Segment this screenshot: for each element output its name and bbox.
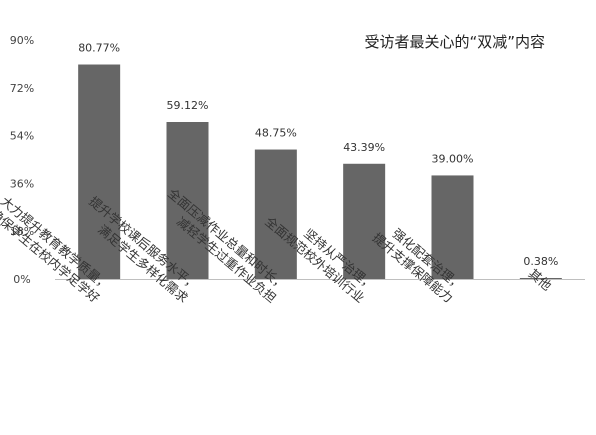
- bar: [254, 149, 297, 279]
- y-tick-label: 54%: [10, 130, 34, 143]
- bar: [166, 122, 209, 279]
- y-tick-label: 90%: [10, 34, 34, 47]
- data-label: 43.39%: [343, 141, 385, 154]
- chart-title: 受访者最关心的“双减”内容: [364, 33, 545, 51]
- bar-series: [78, 64, 562, 280]
- y-tick-label: 72%: [10, 82, 34, 95]
- data-label: 48.75%: [255, 127, 297, 140]
- y-tick-label: 18%: [10, 225, 34, 238]
- data-label: 59.12%: [167, 99, 209, 112]
- data-label: 80.77%: [78, 42, 120, 55]
- bar: [431, 175, 474, 279]
- data-label: 0.38%: [523, 255, 558, 268]
- bar: [78, 64, 121, 280]
- data-label: 39.00%: [432, 152, 474, 165]
- bar: [519, 277, 562, 279]
- y-tick-label: 36%: [10, 177, 34, 190]
- category-label: 其他: [526, 266, 555, 294]
- category-label-line: 其他: [526, 266, 555, 294]
- bar: [343, 163, 386, 279]
- y-tick-label: 0%: [13, 273, 30, 286]
- y-axis-ticks: 0% 18% 36% 54% 72% 90%: [10, 34, 34, 286]
- data-labels: 80.77% 59.12% 48.75% 43.39% 39.00% 0.38%: [78, 42, 558, 268]
